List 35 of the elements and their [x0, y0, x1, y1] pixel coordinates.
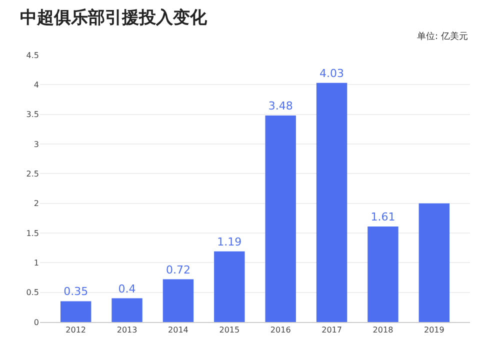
x-tick-label: 2019	[424, 326, 444, 335]
data-label: 1.19	[217, 235, 242, 248]
y-tick-label: 4	[34, 80, 39, 90]
x-tick-label: 2013	[116, 326, 138, 335]
y-tick-label: 3.5	[26, 110, 39, 120]
bar	[162, 279, 194, 322]
bar	[316, 82, 348, 322]
y-tick-label: 2	[34, 199, 39, 208]
x-tick-label: 2017	[322, 326, 342, 335]
bar	[60, 301, 92, 322]
bar	[214, 251, 245, 322]
y-tick-label: 3	[34, 140, 39, 149]
bar	[418, 203, 450, 322]
x-tick-label: 2014	[168, 326, 188, 335]
data-label: 3.48	[268, 100, 293, 113]
chart-title: 中超俱乐部引援投入变化	[20, 8, 208, 28]
data-label: 0.4	[118, 282, 136, 296]
text: 单位: 亿美元	[417, 31, 468, 42]
x-tick-label: 2012	[66, 326, 86, 335]
bar	[265, 116, 296, 322]
y-tick-label: 0	[34, 318, 39, 327]
data-label: 0.35	[64, 285, 88, 298]
y-tick-label: 2.5	[26, 169, 39, 178]
bar	[368, 226, 398, 322]
data-label: 0.72	[166, 263, 190, 276]
data-label: 4.03	[320, 66, 344, 80]
x-tick-label: 2015	[219, 326, 240, 335]
x-tick-label: 2018	[372, 326, 394, 335]
data-label: 1.61	[370, 210, 396, 224]
y-tick-label: 4.5	[26, 50, 39, 60]
y-tick-label: 0.5	[26, 288, 39, 298]
y-tick-label: 1	[34, 258, 39, 268]
y-tick-label: 1.5	[26, 228, 39, 238]
x-tick-label: 2016	[270, 326, 291, 335]
bar	[112, 298, 142, 322]
